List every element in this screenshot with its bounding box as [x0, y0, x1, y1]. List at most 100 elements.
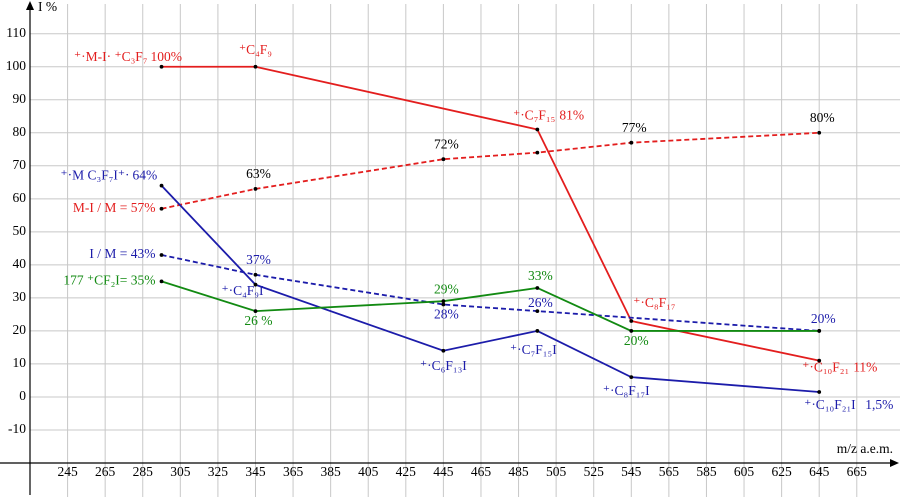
value-label: 100%: [151, 49, 183, 64]
data-point: [253, 272, 258, 277]
value-label: 1,5%: [865, 397, 893, 412]
x-tick-label: 525: [584, 464, 605, 479]
y-tick-label: 70: [13, 157, 27, 172]
series-line: [161, 131, 820, 210]
data-point: [253, 64, 258, 69]
data-point: [629, 140, 634, 145]
data-point: [441, 302, 446, 307]
x-tick-label: 625: [771, 464, 792, 479]
point-label: ⁺·M-I· ⁺C₃F₇: [74, 49, 148, 64]
y-tick-label: 20: [13, 322, 27, 337]
x-tick-label: 245: [57, 464, 78, 479]
series-label: M-I / M = 57%: [73, 200, 156, 215]
value-label: 64%: [133, 168, 158, 183]
x-tick-label: 425: [396, 464, 417, 479]
value-label: 33%: [528, 268, 553, 283]
x-tick-label: 385: [321, 464, 342, 479]
point-label: ⁺·C₄F₉I: [221, 283, 264, 298]
value-label: 72%: [434, 136, 459, 151]
data-point: [159, 206, 164, 211]
data-point: [535, 329, 540, 333]
y-tick-label: 40: [13, 256, 27, 271]
y-tick-label: 10: [13, 355, 27, 370]
x-tick-label: 465: [471, 464, 492, 479]
data-point: [629, 319, 634, 323]
y-tick-label: 60: [13, 190, 27, 205]
data-point: [817, 390, 822, 394]
series-label: 177 ⁺CF₂I= 35%: [63, 272, 155, 287]
data-point: [817, 130, 822, 135]
data-point: [441, 299, 446, 304]
plot: ⁺·M-I· ⁺C₃F₇ ⁺C₄F₉ ⁺·C₇F₁₅ ⁺·C₈F₁₇ ⁺·C₁₀F₂₁ 1…: [60, 42, 893, 412]
value-label: 26 %: [244, 313, 272, 328]
data-point: [253, 187, 258, 191]
series-line: [161, 280, 820, 332]
y-tick-label: -10: [8, 421, 26, 436]
data-point: [629, 329, 634, 333]
series-label: I / M = 43%: [89, 246, 155, 261]
point-label: ⁺·C₈F₁₇I: [603, 383, 650, 398]
data-point: [159, 64, 164, 69]
y-tick-label: 30: [13, 289, 27, 304]
x-tick-label: 445: [433, 464, 454, 479]
x-tick-label: 505: [546, 464, 567, 479]
value-label: 63%: [246, 166, 271, 181]
data-point: [817, 329, 822, 333]
point-label: ⁺·C₇F₁₅I: [510, 342, 557, 357]
value-label: 20%: [811, 311, 836, 326]
series-line: [161, 254, 820, 332]
y-tick-label: 110: [6, 25, 26, 40]
value-label: 37%: [246, 252, 271, 267]
data-point: [159, 253, 164, 257]
y-tick-label: 90: [13, 91, 27, 106]
value-label: 81%: [559, 108, 584, 123]
y-tick-label: 80: [13, 124, 27, 139]
x-tick-label: 325: [208, 464, 229, 479]
data-point: [629, 375, 634, 380]
x-tick-label: 305: [170, 464, 191, 479]
value-label: 20%: [624, 333, 649, 348]
x-tick-label: 585: [696, 464, 717, 479]
x-axis-arrow: [890, 459, 899, 467]
value-label: 77%: [622, 120, 647, 135]
data-point: [535, 309, 540, 314]
x-axis-label: m/z a.e.m.: [837, 441, 893, 456]
data-point: [535, 127, 540, 132]
data-point: [159, 279, 164, 284]
x-tick-label: 285: [133, 464, 154, 479]
data-point: [159, 183, 164, 188]
x-tick-label: 665: [847, 464, 868, 479]
x-tick-label: 345: [245, 464, 266, 479]
point-label: ⁺·C₆F₁₃I: [420, 358, 467, 373]
point-label: ⁺·C₇F₁₅: [513, 108, 555, 123]
data-point: [535, 286, 540, 290]
point-label: ⁺·M C₃F₇I⁺·: [60, 168, 129, 183]
point-label: ⁺·C₁₀F₂₁: [802, 360, 849, 375]
y-tick-label: 0: [19, 388, 26, 403]
data-point: [817, 358, 822, 363]
y-axis-arrow: [26, 1, 34, 10]
y-tick-label: 100: [6, 58, 27, 73]
value-label: 26%: [528, 295, 553, 310]
data-point: [441, 348, 446, 353]
value-label: 80%: [810, 110, 835, 125]
x-tick-label: 485: [508, 464, 529, 479]
value-label: 29%: [434, 281, 459, 296]
data-point: [253, 282, 258, 287]
point-label: ⁺·C₁₀F₂₁I: [804, 397, 856, 412]
value-label: 11%: [853, 360, 877, 375]
x-tick-label: 565: [659, 464, 680, 479]
x-tick-label: 265: [95, 464, 116, 479]
y-tick-label: 50: [13, 223, 27, 238]
value-label: 28%: [434, 307, 459, 322]
series-line: [160, 184, 820, 393]
data-point: [253, 309, 258, 314]
x-tick-label: 645: [809, 464, 830, 479]
data-point: [441, 157, 446, 162]
point-label: ⁺·C₈F₁₇: [633, 295, 675, 310]
x-tick-label: 545: [621, 464, 642, 479]
x-tick-label: 405: [358, 464, 379, 479]
data-point: [535, 150, 540, 155]
x-tick-label: 605: [734, 464, 755, 479]
